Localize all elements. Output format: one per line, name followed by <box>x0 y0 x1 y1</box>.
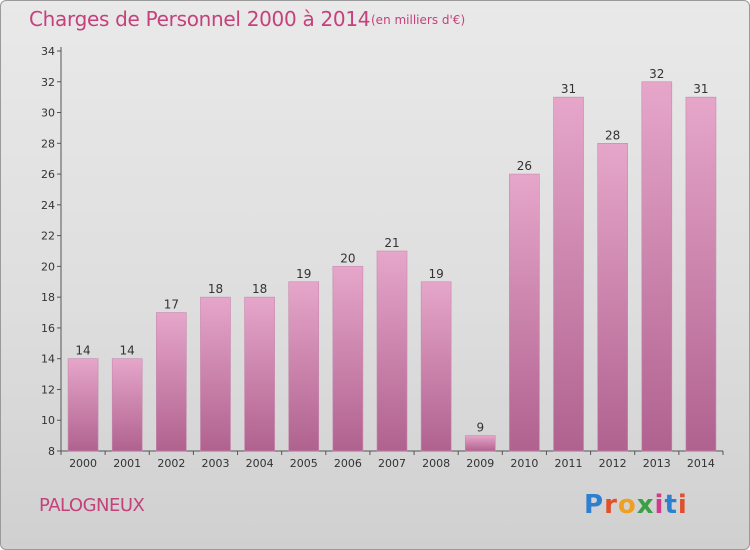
data-label: 31 <box>693 82 708 96</box>
y-tick-label: 26 <box>41 168 55 181</box>
x-tick-label: 2010 <box>510 457 538 470</box>
chart-title: Charges de Personnel 2000 à 2014 <box>29 7 371 31</box>
y-tick-label: 34 <box>41 45 55 58</box>
bar <box>67 358 99 452</box>
data-label: 18 <box>208 282 223 296</box>
commune-name: PALOGNEUX <box>39 495 145 516</box>
x-tick-label: 2012 <box>599 457 627 470</box>
data-label: 31 <box>561 82 576 96</box>
x-tick-label: 2008 <box>422 457 450 470</box>
x-tick-label: 2014 <box>687 457 715 470</box>
chart-subtitle: (en milliers d'€) <box>371 13 466 27</box>
logo-letter: i <box>677 490 688 520</box>
bar <box>111 358 143 452</box>
data-label: 18 <box>252 282 267 296</box>
x-tick-label: 2002 <box>157 457 185 470</box>
data-label: 14 <box>75 344 90 358</box>
y-tick-label: 24 <box>41 199 55 212</box>
y-tick-label: 22 <box>41 230 55 243</box>
x-tick-label: 2011 <box>555 457 583 470</box>
y-tick-label: 28 <box>41 137 55 150</box>
bar <box>332 266 364 452</box>
x-tick-label: 2005 <box>290 457 318 470</box>
logo-letter: x <box>636 490 655 520</box>
y-tick-label: 14 <box>41 353 55 366</box>
y-tick-label: 12 <box>41 383 55 396</box>
x-tick-label: 2013 <box>643 457 671 470</box>
data-label: 9 <box>476 421 484 435</box>
bar <box>597 143 628 452</box>
data-label: 19 <box>296 267 311 281</box>
data-label: 14 <box>120 344 135 358</box>
bar <box>685 96 717 452</box>
data-label: 28 <box>605 128 620 142</box>
bar <box>156 312 187 452</box>
logo-letter: t <box>664 490 678 520</box>
bar <box>244 296 275 452</box>
bar <box>464 435 496 452</box>
x-tick-label: 2001 <box>113 457 141 470</box>
y-tick-label: 10 <box>41 414 55 427</box>
bar <box>420 281 452 452</box>
data-label: 26 <box>517 159 532 173</box>
data-label: 21 <box>384 236 399 250</box>
x-tick-label: 2007 <box>378 457 406 470</box>
logo-letter: r <box>604 490 618 520</box>
bar <box>200 296 231 452</box>
x-tick-label: 2003 <box>201 457 229 470</box>
y-tick-label: 32 <box>41 76 55 89</box>
y-tick-label: 16 <box>41 322 55 335</box>
x-tick-label: 2000 <box>69 457 97 470</box>
bar <box>288 281 320 452</box>
bar <box>376 250 408 452</box>
data-label: 17 <box>164 298 179 312</box>
y-tick-label: 20 <box>41 260 55 273</box>
bar <box>641 81 673 452</box>
bar <box>553 96 584 452</box>
bar <box>509 173 540 452</box>
data-label: 32 <box>649 67 664 81</box>
y-tick-label: 8 <box>48 445 55 458</box>
y-tick-label: 30 <box>41 107 55 120</box>
data-label: 20 <box>340 251 355 265</box>
x-tick-label: 2004 <box>246 457 274 470</box>
logo-letter: P <box>584 490 605 520</box>
x-tick-label: 2009 <box>466 457 494 470</box>
proxiti-logo: Proxiti <box>584 490 688 520</box>
y-tick-label: 18 <box>41 291 55 304</box>
x-tick-label: 2006 <box>334 457 362 470</box>
logo-letter: i <box>654 490 665 520</box>
logo-letter: o <box>617 490 637 520</box>
data-label: 19 <box>428 267 443 281</box>
